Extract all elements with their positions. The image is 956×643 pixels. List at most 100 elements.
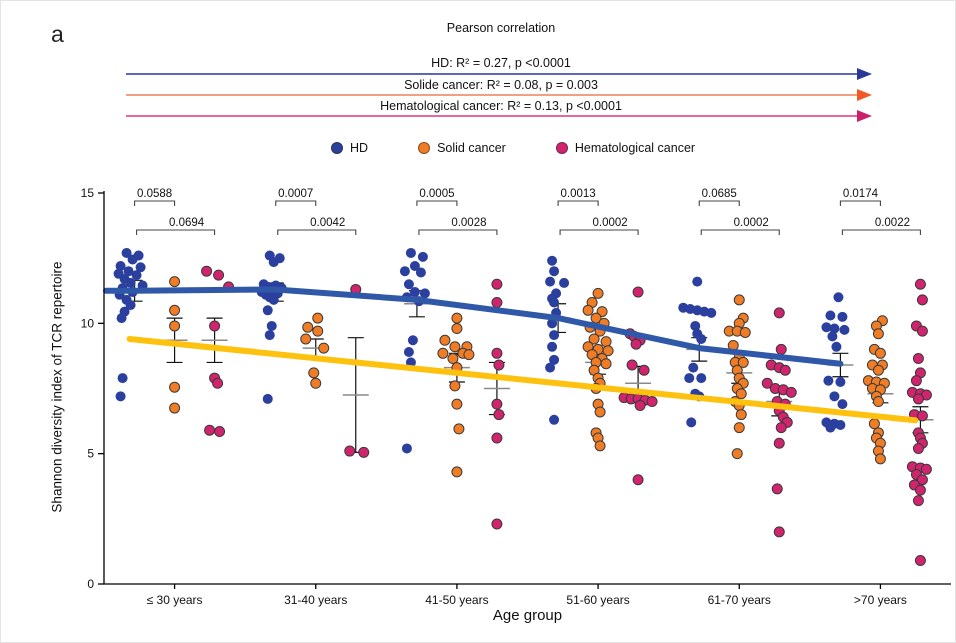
hematological-cancer-point (214, 426, 226, 438)
x-tick-label: >70 years (854, 593, 907, 607)
y-tick-label: 5 (87, 447, 94, 461)
p-value-bottom: 0.0002 (592, 217, 627, 229)
significance-bracket-bottom (841, 229, 921, 235)
hematological-cancer-point (493, 359, 505, 371)
hematological-cancer-point (634, 399, 646, 411)
solid-cancer-point (437, 347, 449, 359)
p-value-bottom: 0.0002 (734, 217, 769, 229)
hematological-cancer-point (204, 424, 216, 436)
hematological-cancer-point (491, 518, 503, 530)
hematological-cancer-point (632, 474, 644, 486)
hematological-cancer-point (920, 463, 932, 475)
p-value-top: 0.0013 (560, 188, 595, 200)
hematological-cancer-point (912, 393, 924, 405)
significance-bracket-bottom (559, 229, 639, 235)
hematological-cancer-point (785, 386, 797, 398)
hematological-cancer-point (491, 398, 503, 410)
solid-cancer-point (447, 353, 459, 365)
hematological-marker-icon (555, 142, 568, 154)
solid-cancer-point (600, 358, 612, 370)
hd-point (837, 311, 848, 322)
solid-cancer-point (874, 347, 886, 359)
solid-cancer-point (169, 320, 181, 332)
solid-cancer-point (451, 312, 463, 324)
solid-cancer-point (602, 345, 614, 357)
hematological-cancer-point (912, 442, 924, 454)
solid-cancer-point (737, 356, 749, 368)
hd-point (116, 313, 127, 324)
hematological-cancer-point (632, 286, 644, 298)
hematological-cancer-point (626, 359, 638, 371)
hematological-cancer-point (773, 437, 785, 449)
hd-point (266, 320, 277, 331)
solid-cancer-point (169, 276, 181, 288)
solid-cancer-point (594, 440, 606, 452)
hd-point (121, 247, 132, 258)
solid-cancer-point (312, 312, 324, 324)
y-tick-label: 10 (81, 316, 95, 330)
hd-point (268, 257, 279, 268)
hd-point (549, 414, 560, 425)
solid-cancer-point (582, 304, 594, 316)
solid-cancer-point (308, 367, 320, 379)
solid-cancer-point (451, 398, 463, 410)
solid-cancer-point (451, 466, 463, 478)
hd-point (688, 362, 699, 373)
solid-cancer-arrowhead-icon (857, 89, 872, 101)
hematological-cancer-point (209, 320, 221, 332)
hd-point (684, 373, 695, 384)
solid-cancer-marker-icon (418, 142, 431, 154)
hd-point (547, 318, 558, 329)
hd-point (399, 266, 410, 277)
hd-point (829, 323, 840, 334)
hd-point (706, 307, 717, 318)
p-value-top: 0.0685 (702, 188, 737, 200)
hd-point (403, 347, 414, 358)
hd-point (827, 331, 838, 342)
cancer-trend-line (126, 335, 919, 424)
p-value-bottom: 0.0042 (310, 217, 345, 229)
hd-point (405, 247, 416, 258)
hematological-cancer-point (916, 325, 928, 337)
hd-point (264, 330, 275, 341)
significance-bracket-top (557, 200, 599, 206)
hd-marker-icon (331, 142, 343, 154)
hd-point (123, 266, 134, 277)
hd-point (407, 335, 418, 346)
solid-cancer-point (451, 323, 463, 335)
hematological-cancer-point (201, 265, 213, 277)
hd-point (117, 373, 128, 384)
hd-point (823, 375, 834, 386)
hematological-cancer-point (646, 396, 658, 408)
p-value-bottom: 0.0694 (169, 217, 205, 229)
significance-bracket-bottom (700, 229, 780, 235)
solid-cancer-point (453, 423, 465, 435)
legend-label-hd: HD (350, 141, 369, 155)
hematological-cancer-point (914, 555, 926, 567)
solid-cancer-correlation-label: Solide cancer: R² = 0.08, p = 0.003 (404, 78, 598, 92)
hd-point (835, 419, 846, 430)
hematological-cancer-point (491, 347, 503, 359)
hd-trend-arrow-line (126, 73, 859, 75)
hematological-cancer-point (638, 364, 650, 376)
p-value-top: 0.0005 (419, 188, 454, 200)
solid-cancer-point (439, 334, 451, 346)
hd-point (835, 376, 846, 387)
solid-cancer-point (169, 304, 181, 316)
hd-point (696, 333, 707, 344)
solid-cancer-point (594, 406, 606, 418)
x-tick-label: 41-50 years (425, 593, 488, 607)
p-value-top: 0.0007 (278, 188, 313, 200)
solid-cancer-point (735, 409, 747, 421)
hematological-trend-arrow-line (126, 115, 859, 117)
solid-cancer-point (731, 448, 743, 460)
legend: HD Solid cancer Hematological cancer (331, 141, 695, 155)
hd-point (125, 300, 136, 311)
hematological-cancer-point (775, 422, 787, 434)
hematological-cancer-point (914, 484, 926, 496)
solid-cancer-point (872, 364, 884, 376)
panel-label: a (51, 21, 64, 47)
hematological-cancer-point (914, 278, 926, 290)
hd-point (545, 362, 556, 373)
